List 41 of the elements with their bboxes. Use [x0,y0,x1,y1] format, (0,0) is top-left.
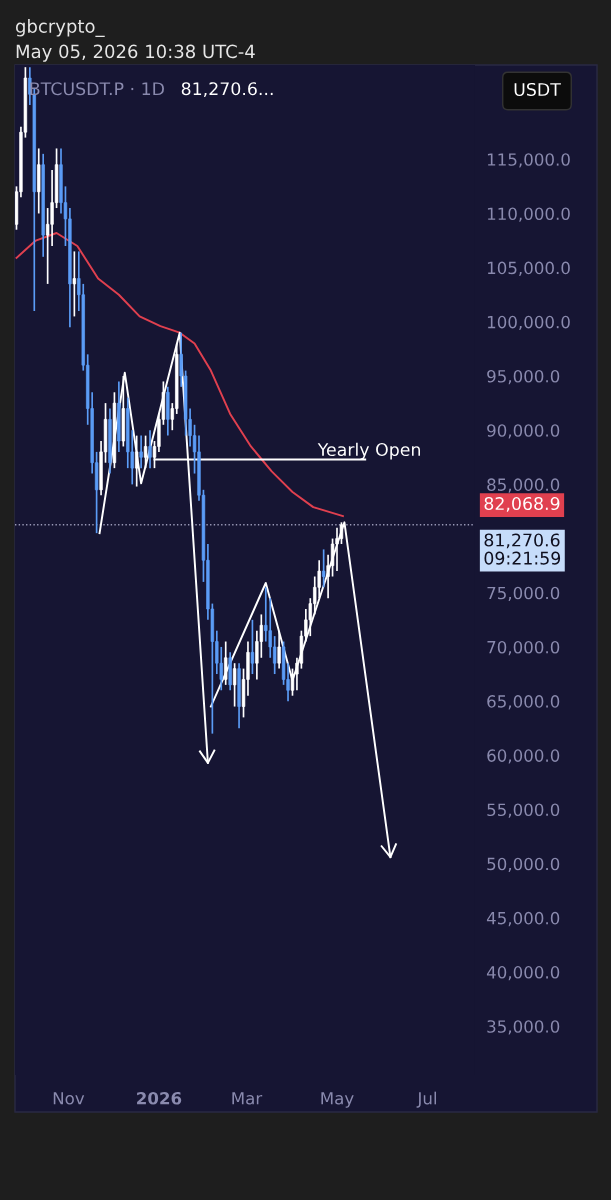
ref-line-label: 81,270.6 [484,533,560,549]
text: gbcrypto_ [16,19,105,37]
candlestick [321,548,326,589]
x-tick-label: 2026 [137,1091,182,1105]
y-tick-label: 100,000.0 [487,315,570,331]
x-tick-label: Nov [53,1092,85,1105]
candlestick [72,250,77,318]
y-tick-label: 60,000.0 [487,749,560,764]
y-tick-label: 45,000.0 [486,911,560,927]
text: 09:21:59 [484,551,561,565]
y-tick-label: 55,000.0 [487,803,560,818]
x-tick-label: Jul [416,1091,437,1108]
y-tick-label: 110,000.0 [487,207,570,222]
text: 81,270.6... [181,82,273,98]
candlestick [277,629,281,670]
y-tick-label: 90,000.0 [487,424,560,439]
candlestick [290,667,295,697]
text: USDT [514,82,561,97]
y-tick-label: 115,000.0 [487,153,570,168]
candlestick [335,526,339,572]
y-tick-label: 70,000.0 [487,640,560,656]
text: 82,068.9 [484,496,560,512]
x-tick-label: May [321,1092,354,1108]
y-tick-label: 85,000.0 [487,478,560,493]
y-tick-label: 50,000.0 [487,857,560,872]
x-tick-label: Mar [232,1092,263,1105]
candlestick [250,619,255,675]
y-tick-label: 105,000.0 [487,261,570,276]
candlestick [148,429,152,469]
text: May 05, 2026 10:38 UTC-4 [16,44,255,62]
candlestick [143,434,148,469]
y-tick-label: 35,000.0 [487,1020,560,1035]
y-tick-label: 65,000.0 [487,695,560,710]
annotation: Yearly Open [317,442,420,460]
candlestick [139,434,143,469]
y-tick-label: 75,000.0 [487,586,560,602]
candlestick [232,662,237,708]
y-tick-label: 95,000.0 [487,369,560,385]
candlestick [134,434,139,488]
candlestick [224,640,228,686]
y-tick-label: 40,000.0 [486,966,560,981]
